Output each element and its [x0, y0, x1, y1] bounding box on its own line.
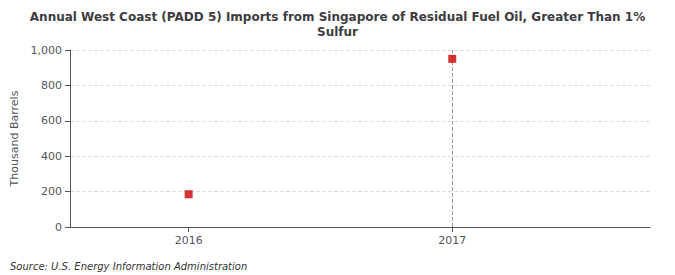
svg-text:200: 200 [41, 185, 62, 198]
svg-text:600: 600 [41, 114, 62, 127]
svg-text:2017: 2017 [438, 234, 466, 247]
svg-text:Annual West Coast (PADD 5) Imp: Annual West Coast (PADD 5) Imports from … [30, 10, 645, 24]
svg-text:400: 400 [41, 150, 62, 163]
svg-text:Source: U.S. Energy Informatio: Source: U.S. Energy Information Administ… [10, 261, 247, 272]
svg-text:Thousand Barrels: Thousand Barrels [8, 90, 21, 187]
svg-text:800: 800 [41, 79, 62, 92]
svg-text:0: 0 [55, 221, 62, 234]
svg-text:Sulfur: Sulfur [317, 25, 358, 39]
svg-text:1,000: 1,000 [31, 44, 63, 57]
svg-text:2016: 2016 [175, 234, 203, 247]
